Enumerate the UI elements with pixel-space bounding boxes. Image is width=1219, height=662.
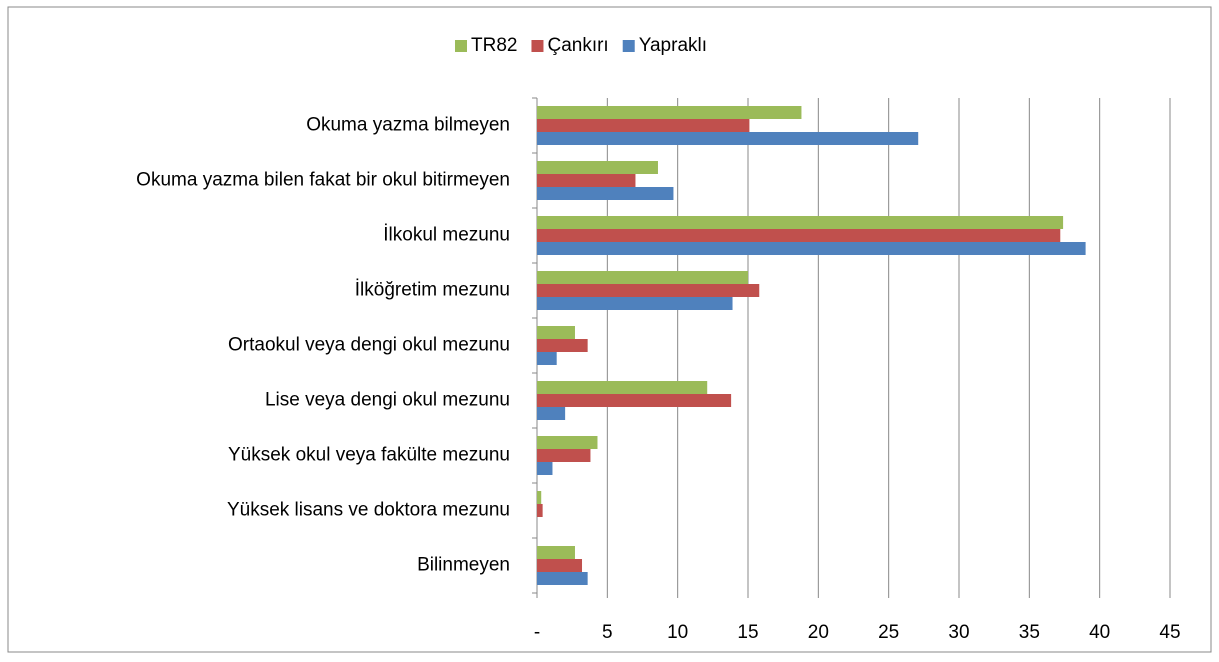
bar bbox=[537, 326, 575, 339]
bar bbox=[537, 352, 557, 365]
legend-label: Yapraklı bbox=[639, 35, 707, 56]
bar bbox=[537, 436, 598, 449]
y-tick-label: Yüksek lisans ve doktora mezunu bbox=[227, 500, 510, 521]
legend-swatch bbox=[622, 40, 635, 52]
bar bbox=[537, 462, 553, 475]
bar bbox=[537, 106, 802, 119]
bar bbox=[537, 297, 733, 310]
bar bbox=[537, 284, 760, 297]
x-tick-label: 30 bbox=[948, 622, 969, 643]
x-tick-label: 45 bbox=[1159, 622, 1180, 643]
chart-border bbox=[7, 6, 1212, 653]
bar bbox=[537, 381, 708, 394]
bar bbox=[537, 132, 919, 145]
bar bbox=[537, 546, 575, 559]
bar bbox=[537, 242, 1086, 255]
y-tick-label: Ortaokul veya dengi okul mezunu bbox=[228, 335, 510, 356]
bar bbox=[537, 572, 588, 585]
x-tick-label: 20 bbox=[808, 622, 829, 643]
y-tick-label: İlköğretim mezunu bbox=[355, 280, 510, 301]
y-tick-label: Bilinmeyen bbox=[417, 555, 510, 576]
y-tick-label: Yüksek okul veya fakülte mezunu bbox=[228, 445, 510, 466]
legend-label: Çankırı bbox=[547, 35, 608, 56]
bar bbox=[537, 119, 750, 132]
bar bbox=[537, 491, 542, 504]
x-tick-label: 25 bbox=[878, 622, 899, 643]
bar bbox=[537, 559, 583, 572]
y-tick-label: İlkokul mezunu bbox=[383, 225, 510, 246]
bar bbox=[537, 161, 658, 174]
legend-label: TR82 bbox=[471, 35, 517, 56]
bar bbox=[537, 407, 566, 420]
x-tick-label: 40 bbox=[1089, 622, 1110, 643]
bar bbox=[537, 229, 1061, 242]
x-tick-label: - bbox=[534, 622, 540, 643]
legend-swatch bbox=[455, 40, 467, 52]
bar bbox=[537, 216, 1064, 229]
x-tick-label: 15 bbox=[737, 622, 758, 643]
x-tick-label: 35 bbox=[1019, 622, 1040, 643]
legend-swatch bbox=[531, 40, 544, 52]
bar bbox=[537, 449, 591, 462]
x-tick-label: 5 bbox=[602, 622, 613, 643]
bar bbox=[537, 271, 748, 284]
bar bbox=[537, 174, 636, 187]
x-tick-label: 10 bbox=[667, 622, 688, 643]
y-tick-label: Okuma yazma bilen fakat bir okul bitirme… bbox=[136, 170, 510, 191]
bar bbox=[537, 504, 543, 517]
y-tick-label: Lise veya dengi okul mezunu bbox=[265, 390, 510, 411]
bar bbox=[537, 339, 588, 352]
y-tick-label: Okuma yazma bilmeyen bbox=[306, 115, 510, 136]
bar bbox=[537, 394, 732, 407]
bar bbox=[537, 187, 674, 200]
